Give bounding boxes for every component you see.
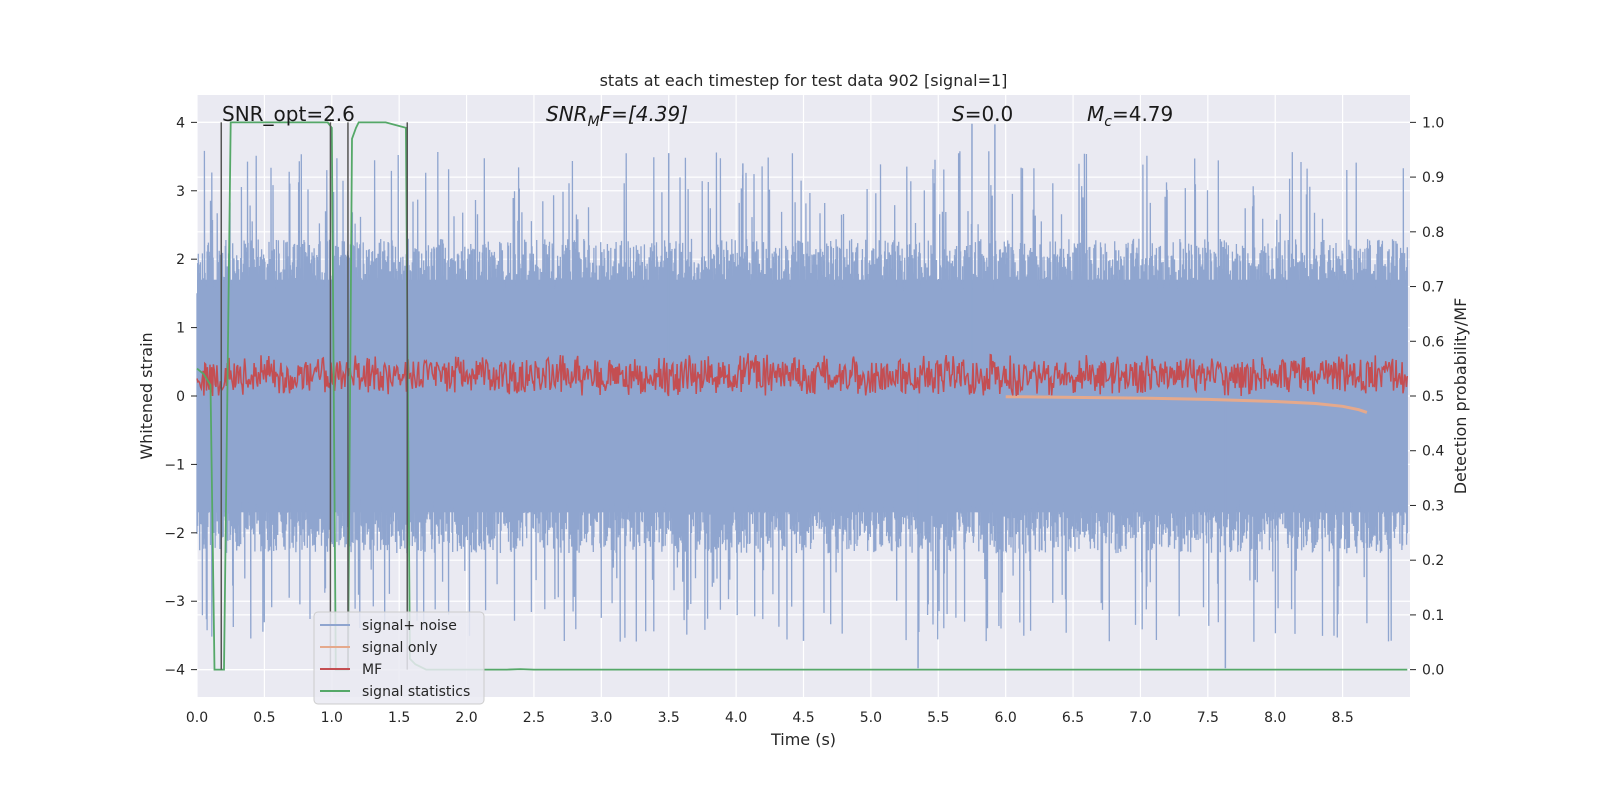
mc-main: M: [1087, 102, 1104, 126]
x-tick-label: 6.5: [1062, 710, 1084, 726]
x-tick-label: 3.0: [590, 710, 612, 726]
x-tick-label: 7.0: [1129, 710, 1151, 726]
y2-tick-label: 0.9: [1422, 170, 1444, 186]
x-axis-ticks: 0.0 0.5 1.0 1.5 2.0 2.5 3.0 3.5 4.0 4.5 5.0 5.5 6.0 6…: [186, 710, 1354, 726]
annotation-mc: Mc=4.79: [1087, 102, 1173, 130]
legend-label: signal+ noise: [362, 618, 457, 634]
y2-tick-label: 0.4: [1422, 444, 1444, 460]
legend: signal+ noise signal only MF signal statist…: [313, 611, 485, 705]
annotation-snr-mf: SNRMF=[4.39]: [546, 102, 688, 130]
chart-title: stats at each timestep for test data 902…: [600, 71, 1008, 90]
y2-tick-label: 0.5: [1422, 389, 1444, 405]
snr-mf-main: SNR: [546, 102, 588, 126]
mc-sub: c: [1104, 114, 1112, 130]
x-tick-label: 6.0: [995, 710, 1017, 726]
series-signal-only: [1005, 395, 1368, 414]
x-tick-label: 0.5: [253, 710, 275, 726]
legend-box: [313, 611, 485, 705]
series-layer: [196, 121, 1409, 671]
x-tick-label: 3.5: [658, 710, 680, 726]
y-tick-label: −3: [164, 594, 185, 610]
s-rest: =0.0: [965, 102, 1014, 126]
x-tick-label: 5.0: [860, 710, 882, 726]
snr-mf-rest: F=[4.39]: [600, 102, 688, 126]
y2-axis-ticks: 0.0 0.1 0.2 0.3 0.4 0.5 0.6 0.7 0.8 0.9 1.0: [1410, 115, 1444, 679]
x-tick-label: 2.5: [523, 710, 545, 726]
snr-mf-sub: M: [588, 114, 600, 130]
y-axis-label: Whitened strain: [137, 332, 156, 459]
s-main: S: [952, 102, 965, 126]
x-tick-label: 7.5: [1197, 710, 1219, 726]
y-tick-label: 0: [176, 389, 185, 405]
legend-label: signal only: [362, 640, 437, 656]
x-tick-label: 5.5: [927, 710, 949, 726]
y-tick-label: 3: [176, 184, 185, 200]
vertical-markers: [220, 122, 409, 670]
y2-tick-label: 0.8: [1422, 225, 1444, 241]
series-mf: [196, 353, 1409, 397]
y-tick-label: 1: [176, 321, 185, 337]
x-tick-label: 2.0: [455, 710, 477, 726]
y2-tick-label: 0.2: [1422, 553, 1444, 569]
x-tick-label: 4.5: [792, 710, 814, 726]
x-tick-label: 8.0: [1264, 710, 1286, 726]
x-tick-label: 8.5: [1331, 710, 1353, 726]
y-tick-label: 4: [176, 115, 185, 131]
y2-tick-label: 0.6: [1422, 334, 1444, 350]
y2-tick-label: 0.0: [1422, 663, 1444, 679]
y-tick-label: 2: [176, 252, 185, 268]
annotation-snr-opt: SNR_opt=2.6: [222, 102, 355, 126]
x-tick-label: 0.0: [186, 710, 208, 726]
y2-tick-label: 0.3: [1422, 498, 1444, 514]
y-tick-label: −1: [164, 457, 185, 473]
y2-axis-label: Detection probability/MF: [1451, 298, 1470, 495]
legend-label: MF: [362, 662, 382, 678]
x-axis-label: Time (s): [770, 730, 836, 749]
y2-tick-label: 0.7: [1422, 280, 1444, 296]
y-tick-label: −2: [164, 526, 185, 542]
x-tick-label: 4.0: [725, 710, 747, 726]
y2-tick-label: 0.1: [1422, 608, 1444, 624]
x-tick-label: 1.5: [388, 710, 410, 726]
annotation-s: S=0.0: [952, 102, 1013, 126]
y-axis-ticks: −4 −3 −2 −1 0 1 2 3 4: [164, 115, 197, 679]
mc-rest: =4.79: [1112, 102, 1173, 126]
x-tick-label: 1.0: [321, 710, 343, 726]
y2-tick-label: 1.0: [1422, 115, 1444, 131]
series-signal-noise: [196, 150, 1408, 642]
y-tick-label: −4: [164, 663, 185, 679]
legend-label: signal statistics: [362, 684, 470, 700]
